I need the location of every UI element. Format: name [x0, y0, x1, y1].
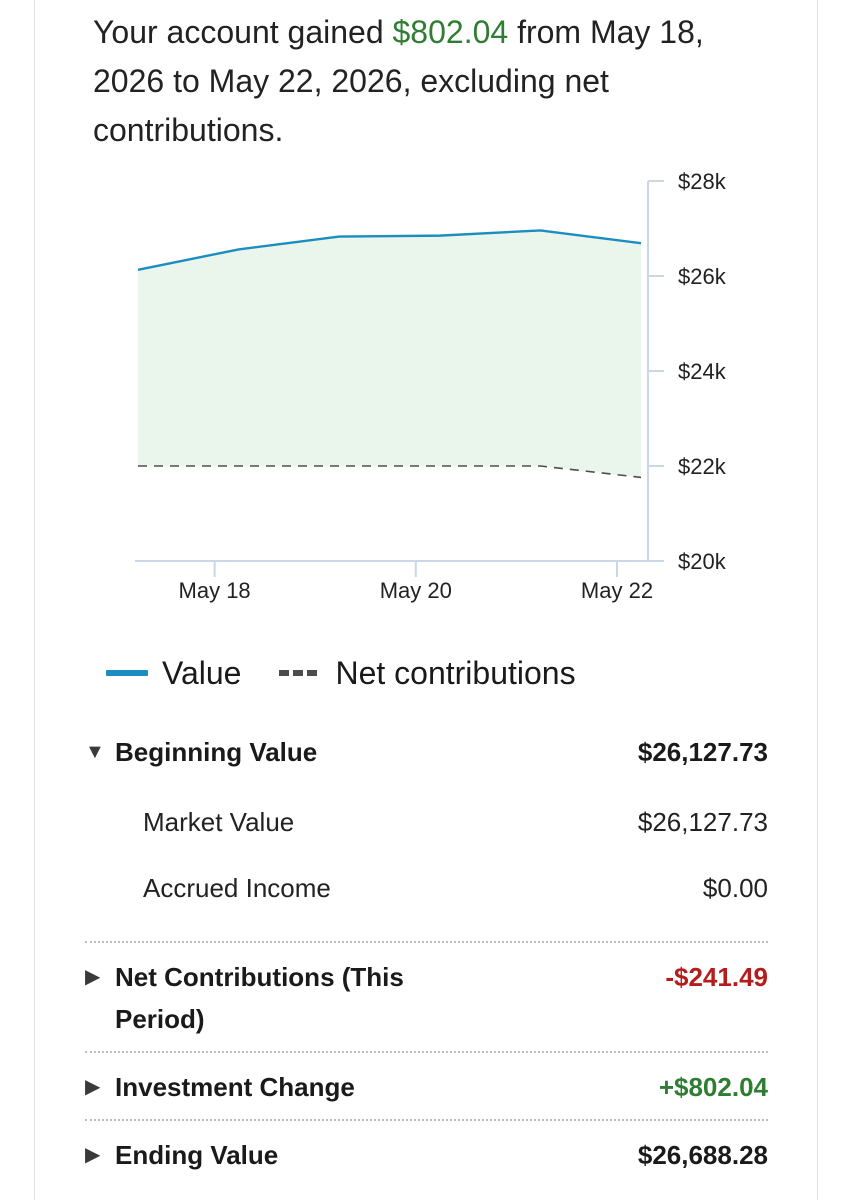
- row-beginning-value[interactable]: ▼ Beginning Value $26,127.73: [85, 731, 768, 773]
- row-divider: [85, 1119, 768, 1121]
- caret-right-icon[interactable]: ▶: [85, 1144, 101, 1166]
- ending-value-amount: $26,688.28: [637, 1140, 768, 1170]
- caret-down-icon[interactable]: ▼: [85, 741, 105, 763]
- legend-value-label: Value: [162, 654, 242, 691]
- x-tick-label: May 18: [179, 578, 251, 603]
- x-tick-label: May 20: [380, 578, 452, 603]
- x-tick-label: May 22: [581, 578, 653, 603]
- net-contributions-line: [138, 465, 642, 479]
- legend-item-value[interactable]: Value: [106, 655, 241, 692]
- beginning-value-amount: $26,127.73: [637, 737, 768, 767]
- row-net-contributions[interactable]: ▶ Net Contributions (This Period) -$241.…: [85, 956, 768, 1040]
- account-value-chart: $28k $26k $24k $22k $20k May 18 May 20 May 22: [135, 169, 727, 603]
- legend-contributions-label: Net contributions: [335, 654, 576, 691]
- caret-right-icon[interactable]: ▶: [85, 966, 101, 988]
- ending-value-label: Ending Value: [115, 1140, 279, 1170]
- beginning-value-label: Beginning Value: [115, 737, 318, 767]
- row-divider: [85, 941, 768, 943]
- chart-legend: Value Net contributions: [106, 650, 614, 696]
- dashed-line-swatch-icon: [279, 670, 321, 676]
- investment-change-amount: +$802.04: [658, 1072, 768, 1102]
- net-contributions-label: Net Contributions (This Period): [115, 962, 404, 1034]
- y-tick-label: $22k: [678, 454, 727, 479]
- accrued-income-amount: $0.00: [702, 873, 768, 903]
- summary-suffix: from May 18, 2026 to May 22, 2026, exclu…: [93, 14, 704, 148]
- value-line: [137, 229, 642, 272]
- y-tick-label: $28k: [678, 169, 727, 194]
- page-border-left: [34, 0, 35, 1200]
- net-contributions-amount: -$241.49: [665, 962, 768, 992]
- y-tick-label: $24k: [678, 359, 727, 384]
- summary-gain-amount: $802.04: [392, 14, 509, 50]
- value-area-fill: [138, 230, 641, 478]
- value-line-swatch-icon: [106, 670, 148, 676]
- row-divider: [85, 1051, 768, 1053]
- legend-item-contributions[interactable]: Net contributions: [279, 654, 576, 692]
- caret-right-icon[interactable]: ▶: [85, 1076, 101, 1098]
- row-market-value: Market Value $26,127.73: [85, 801, 768, 843]
- y-tick-label: $26k: [678, 264, 727, 289]
- row-accrued-income: Accrued Income $0.00: [85, 867, 768, 909]
- market-value-amount: $26,127.73: [637, 807, 768, 837]
- investment-change-label: Investment Change: [115, 1072, 355, 1102]
- row-ending-value[interactable]: ▶ Ending Value $26,688.28: [85, 1134, 768, 1176]
- market-value-label: Market Value: [143, 807, 295, 837]
- summary-prefix: Your account gained: [93, 14, 393, 50]
- page-border-right: [817, 0, 818, 1200]
- y-tick-label: $20k: [678, 549, 727, 574]
- accrued-income-label: Accrued Income: [143, 873, 331, 903]
- gain-summary: Your account gained $802.04 from May 18,…: [93, 8, 773, 155]
- row-investment-change[interactable]: ▶ Investment Change +$802.04: [85, 1066, 768, 1108]
